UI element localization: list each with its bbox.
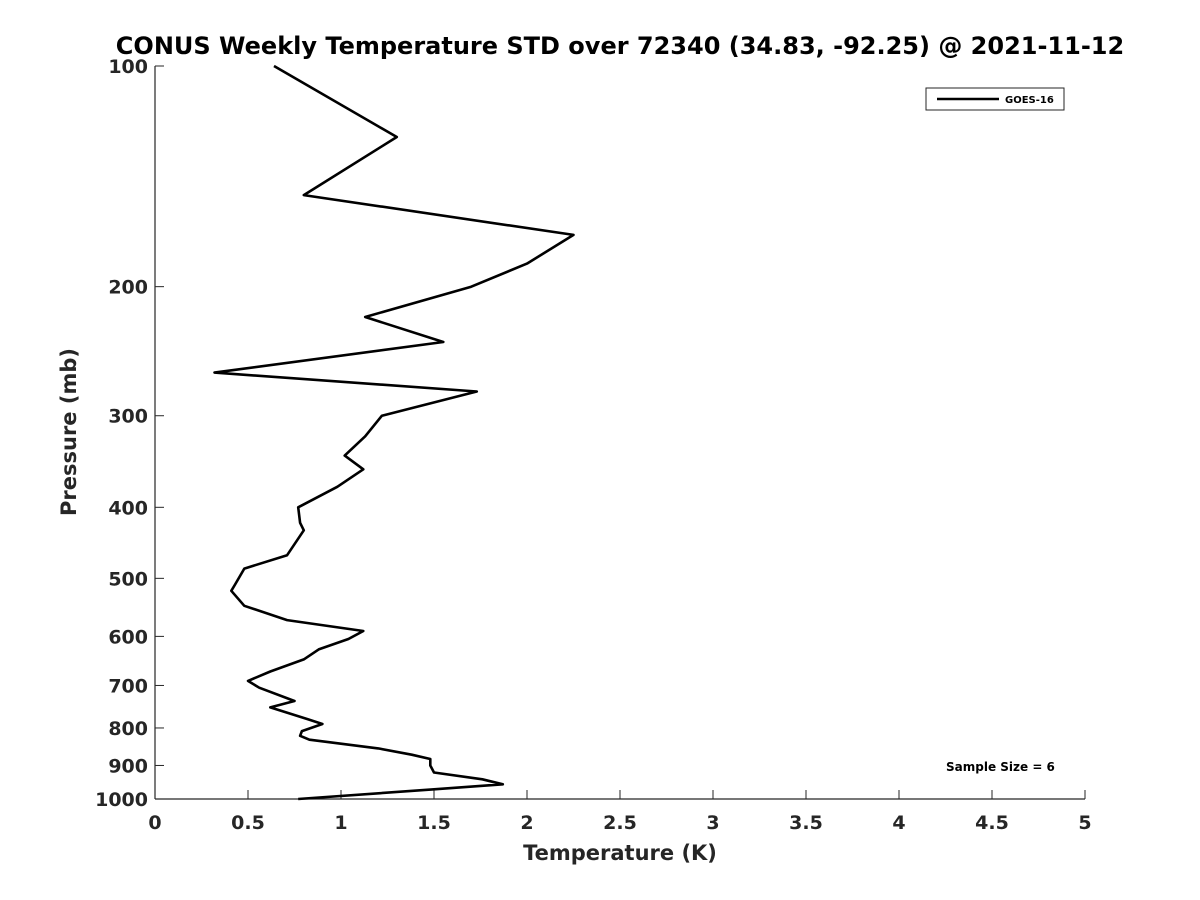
y-tick-label: 800: [108, 718, 148, 740]
y-tick-label: 500: [108, 568, 148, 590]
y-tick-label: 300: [108, 406, 148, 428]
y-tick-label: 100: [108, 56, 148, 78]
x-tick-label: 0: [148, 812, 161, 834]
x-tick-label: 2: [520, 812, 533, 834]
chart-title: CONUS Weekly Temperature STD over 72340 …: [116, 32, 1124, 60]
y-tick-label: 200: [108, 277, 148, 299]
series-line-goes-16: [213, 64, 575, 801]
x-tick-label: 4: [892, 812, 905, 834]
legend: GOES-16: [925, 87, 1065, 111]
y-tick-label: 1000: [95, 789, 148, 811]
y-tick-label: 900: [108, 755, 148, 777]
y-tick-label: 700: [108, 675, 148, 697]
x-tick-label: 1.5: [417, 812, 451, 834]
y-tick-label: 600: [108, 626, 148, 648]
y-axis-label: Pressure (mb): [57, 348, 81, 516]
y-tick-label: 400: [108, 497, 148, 519]
x-tick-label: 4.5: [975, 812, 1009, 834]
x-tick-label: 3: [706, 812, 719, 834]
x-tick-label: 0.5: [231, 812, 265, 834]
sample-size-annotation: Sample Size = 6: [946, 760, 1055, 774]
x-axis-ticks: 0 0.5 1 1.5 2 2.5 3 3.5 4 4.5 5: [148, 790, 1092, 834]
x-tick-label: 5: [1078, 812, 1091, 834]
x-tick-label: 2.5: [603, 812, 637, 834]
x-axis-label: Temperature (K): [523, 841, 717, 865]
x-tick-label: 1: [334, 812, 347, 834]
y-axis-ticks: 100 200 300 400 500 600 700 800 900 1000: [95, 56, 164, 811]
legend-label-goes-16: GOES-16: [1005, 95, 1054, 106]
plot-area: 0 0.5 1 1.5 2 2.5 3 3.5 4 4.5 5 100 200 300 400 500 600…: [95, 56, 1092, 834]
x-tick-label: 3.5: [789, 812, 823, 834]
